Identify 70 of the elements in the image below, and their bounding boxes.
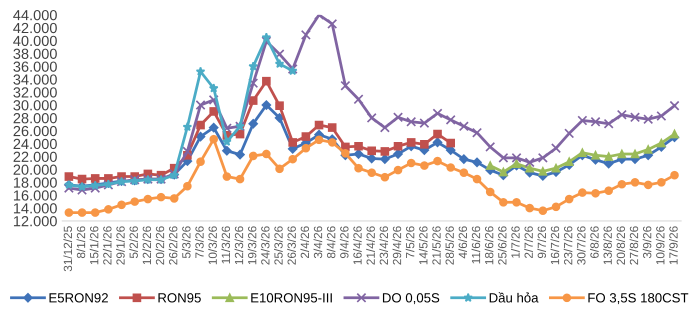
y-tick-label: 16.000 [14,190,57,201]
x-tick-label: 30/7/26 [576,226,586,265]
x-tick-label: 3/9/26 [642,226,652,258]
x-tick-label: 5/3/26 [182,226,191,258]
y-tick-label: 44.000 [13,10,57,20]
legend-label: E10RON95-III [251,293,332,303]
x-tick-label: 23/7/26 [564,226,572,265]
x-tick-label: 16/4/26 [353,226,362,264]
y-tick-label: 34.000 [13,74,57,85]
y-tick-label: 40.000 [13,36,57,46]
x-tick-label: 12/3/26 [234,226,244,264]
x-tick-label: 4/6/26 [458,226,468,258]
x-tick-label: 1/7/26 [511,226,520,258]
x-tick-label: 21/4/26 [366,226,375,265]
x-tick-label: 29/4/26 [392,226,402,265]
x-tick-label: 10/9/26 [656,226,665,264]
x-tick-label: 5/2/26 [129,226,138,258]
x-tick-label: 20/2/26 [156,226,164,265]
y-tick-label: 38.000 [13,48,57,59]
x-tick-label: 2/4/26 [300,226,310,258]
x-tick-label: 16/7/26 [550,226,560,264]
y-tick-label: 42.000 [13,22,57,34]
x-tick-label: 23/4/26 [379,226,388,265]
x-tick-label: 11/6/26 [472,226,480,264]
x-tick-label: 25/3/26 [274,226,283,265]
x-tick-label: 13/8/26 [603,226,612,264]
y-tick-label: 24.000 [14,138,57,150]
x-tick-label: 26/3/26 [287,226,296,265]
x-tick-label: 14/5/26 [418,226,428,264]
y-tick-label: 32.000 [13,87,57,98]
y-tick-label: 14.000 [14,203,57,214]
y-tick-label: 36.000 [13,62,57,72]
y-tick-label: 20.000 [14,164,57,175]
x-tick-label: 9/7/26 [537,226,546,258]
x-tick-label: 29/1/26 [116,226,125,265]
x-tick-label: 7/3/26 [195,226,204,258]
x-tick-label: 18/6/26 [484,226,494,264]
x-tick-label: 21/5/26 [432,226,441,265]
legend-label: RON95 [158,293,201,303]
x-tick-label: 26/2/26 [168,226,178,265]
x-tick-label: 31/12/25 [63,226,72,272]
x-tick-label: 22/1/26 [102,226,112,265]
legend-label: Dầu hỏa [490,292,539,303]
x-tick-label: 2/7/26 [524,226,533,258]
x-tick-label: 19/3/26 [248,226,256,264]
x-tick-label: 9/4/26 [340,226,349,258]
legend-label: E5RON92 [50,293,108,303]
x-tick-label: 7/5/26 [406,226,414,258]
x-tick-label: 25/6/26 [498,226,507,265]
x-tick-label: 27/8/26 [630,226,638,265]
x-tick-label: 8/4/26 [326,226,336,258]
x-tick-label: 8/1/26 [76,226,86,258]
x-tick-label: 28/5/26 [445,226,454,265]
y-tick-label: 26.000 [14,126,57,136]
x-tick-label: 3/4/26 [314,226,322,258]
x-tick-label: 10/3/26 [208,226,217,264]
x-tick-label: 24/3/26 [260,226,270,265]
x-tick-label: 20/8/26 [616,226,626,265]
x-tick-label: 17/9/26 [669,226,678,264]
y-tick-label: 28.000 [14,113,57,124]
y-tick-label: 12.000 [14,216,57,226]
legend-label: DO 0,05S [382,293,440,304]
y-tick-label: 30.000 [13,100,57,110]
y-tick-label: 22.000 [14,152,57,162]
x-tick-label: 6/8/26 [590,226,599,258]
x-tick-label: 12/2/26 [142,226,152,264]
x-tick-label: 11/3/26 [221,226,230,264]
legend-label: FO 3,5S 180CST [588,293,688,304]
x-tick-label: 15/1/26 [90,226,98,264]
y-tick-label: 18.000 [14,177,57,188]
